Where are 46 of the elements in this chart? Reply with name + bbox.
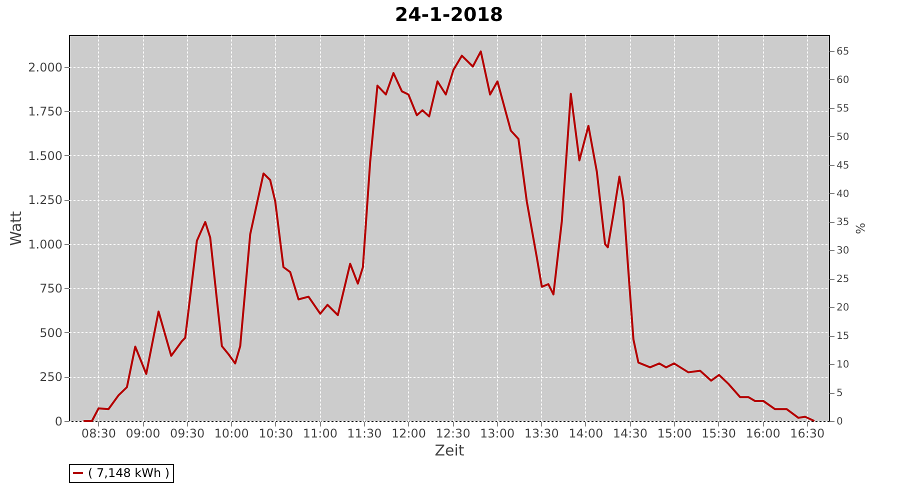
x-tick-label: 15:00 xyxy=(657,426,692,440)
y2-tick-label: 55 xyxy=(836,103,850,114)
x-tick-label: 16:30 xyxy=(790,426,825,440)
x-tick-label: 14:30 xyxy=(612,426,648,440)
y2-tick-label: 10 xyxy=(836,360,850,371)
x-tick-label: 08:30 xyxy=(81,426,116,440)
y-tick-label: 0 xyxy=(54,414,62,428)
x-tick-label: 13:00 xyxy=(480,426,515,440)
x-tick-label: 10:30 xyxy=(258,426,294,440)
y-tick-label: 750 xyxy=(40,282,62,296)
y2-tick-label: 5 xyxy=(836,388,843,400)
y2-tick-label: 50 xyxy=(836,132,850,143)
x-tick-label: 12:30 xyxy=(436,426,470,440)
y2-tick-label: 15 xyxy=(836,331,850,342)
legend-label: ( 7,148 kWh ) xyxy=(88,466,170,480)
y-tick-label: 250 xyxy=(40,370,62,384)
x-tick-label: 13:30 xyxy=(524,426,559,440)
chart-title: 24-1-2018 xyxy=(394,4,504,26)
x-tick-label: 15:30 xyxy=(701,426,736,440)
y2-tick-label: 20 xyxy=(836,302,850,314)
y2-tick-label: 45 xyxy=(836,160,850,172)
y2-axis-title: % xyxy=(853,222,868,234)
y-axis-title: Watt xyxy=(7,210,26,246)
x-tick-label: 09:00 xyxy=(126,426,160,440)
y-tick-label: 1.500 xyxy=(28,148,62,163)
x-tick-label: 09:30 xyxy=(170,426,205,440)
y2-tick-label: 65 xyxy=(836,46,850,58)
y-tick-label: 500 xyxy=(40,326,62,340)
y2-tick-label: 0 xyxy=(836,416,843,428)
y2-tick-label: 40 xyxy=(836,188,850,200)
y2-tick-label: 30 xyxy=(836,246,850,257)
x-tick-label: 11:00 xyxy=(302,426,338,440)
line-series xyxy=(82,50,816,422)
x-tick-label: 12:00 xyxy=(391,426,426,440)
x-tick-label: 10:00 xyxy=(214,426,249,440)
y2-tick-label: 60 xyxy=(836,74,850,86)
x-tick-label: 16:00 xyxy=(746,426,780,440)
y-tick-label: 1.000 xyxy=(28,237,62,252)
y-tick-label: 1.750 xyxy=(28,104,62,119)
x-tick-label: 11:30 xyxy=(347,426,382,440)
y-tick-label: 2.000 xyxy=(28,60,62,74)
y2-tick-label: 35 xyxy=(836,217,850,228)
x-tick-label: 14:00 xyxy=(568,426,604,440)
y2-tick-label: 25 xyxy=(836,274,850,286)
x-axis-title: Zeit xyxy=(434,442,464,460)
y-tick-label: 1.250 xyxy=(28,193,62,208)
